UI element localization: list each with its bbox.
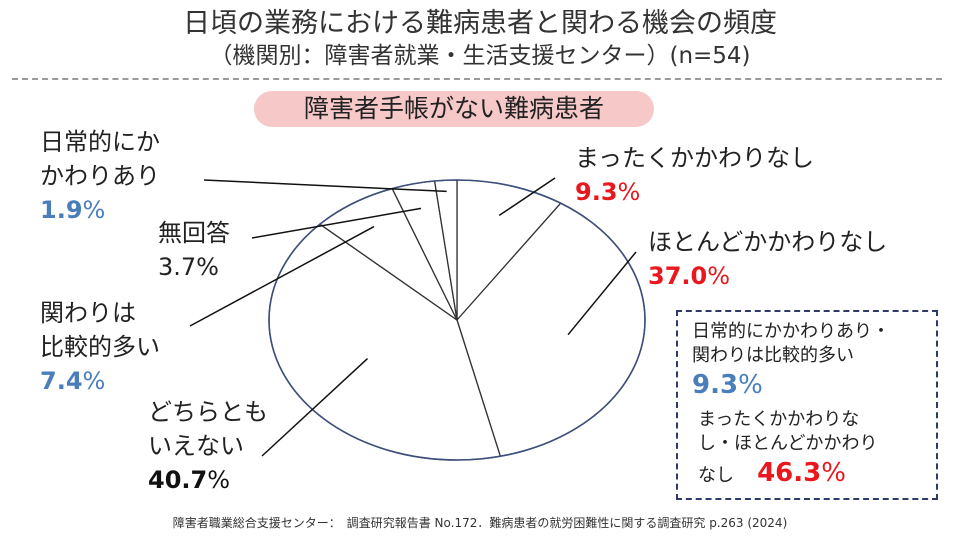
slice-label-text: ほとんどかかわりなし [648,228,888,256]
slice-label-text: かわりあり [40,162,160,190]
slice-label-no-answer: 無回答 3.7% [158,216,230,284]
slice-label-daily: 日常的にか かわりあり 1.9% [40,125,160,227]
leader-line-none-at-all [498,177,556,217]
slice-value-unit: % [207,466,231,494]
leader-line-no-answer [251,207,422,239]
slice-label-value: 3.7% [158,250,230,284]
summary-value-unit: % [821,458,846,488]
slice-value-number: 37.0 [648,262,708,290]
leader-lines [189,177,637,457]
summary-text: 日常的にかかわりあり・ [692,321,890,342]
slice-value-unit: % [82,196,106,224]
leader-line-daily [203,179,447,193]
leader-line-almost-none [567,251,637,336]
summary-text: まったくかかわりな [698,409,860,430]
slice-label-relatively-many: 関わりは 比較的多い 7.4% [40,296,160,398]
slice-value-number: 40.7 [148,466,208,494]
summary-group-frequent: 日常的にかかわりあり・ 関わりは比較的多い 9.3% [692,320,890,402]
summary-value-number: 46.3 [757,458,822,488]
slice-label-text: 関わりは [40,299,136,327]
summary-group-rare: まったくかかわりな し・ほとんどかかわり なし 46.3% [698,408,877,490]
slice-value-number: 7.4 [40,367,83,395]
summary-box: 日常的にかかわりあり・ 関わりは比較的多い 9.3% まったくかかわりな し・ほ… [676,310,938,500]
slice-label-text: どちらとも [148,398,268,426]
chart-title: 日頃の業務における難病患者と関わる機会の頻度 [183,8,777,39]
source-citation: 障害者職業総合支援センター： 調査研究報告書 No.172．難病患者の就労困難性… [172,516,788,530]
slice-value-unit: % [196,253,219,281]
slice-label-text: 無回答 [158,219,230,247]
summary-value: 9.3% [692,368,890,402]
slice-label-text: まったくかかわりなし [575,144,815,172]
slice-value-number: 1.9 [40,196,83,224]
slice-label-value: 40.7% [148,463,268,497]
summary-text: なし [698,465,734,486]
summary-last-row: なし 46.3% [698,456,877,490]
category-pill: 障害者手帳がない難病患者 [254,91,654,127]
summary-value-number: 9.3 [692,370,739,400]
slice-label-value: 1.9% [40,193,160,227]
pie-outline [268,179,646,461]
summary-text: 関わりは比較的多い [692,345,854,366]
slice-value-number: 3.7 [158,253,197,281]
slice-value-number: 9.3 [575,178,618,206]
summary-value-unit: % [738,370,763,400]
summary-text: し・ほとんどかかわり [698,433,878,454]
pie-slices [268,179,646,461]
slice-label-neither: どちらとも いえない 40.7% [148,395,268,497]
slice-label-almost-none: ほとんどかかわりなし 37.0% [648,225,887,293]
slice-label-text: 日常的にか [40,128,160,156]
slice-label-none-at-all: まったくかかわりなし 9.3% [575,141,814,209]
title-divider [12,78,942,80]
slice-value-unit: % [82,367,106,395]
slice-label-text: 比較的多い [40,333,160,361]
summary-value: 46.3% [757,458,846,488]
slice-label-value: 9.3% [575,175,814,209]
slice-value-unit: % [617,178,641,206]
leader-line-neither [261,358,369,457]
leader-line-relatively-many [189,225,375,327]
chart-subtitle: （機関別：障害者就業・生活支援センター）(n=54) [209,43,751,69]
slice-label-text: いえない [148,432,244,460]
slice-value-unit: % [707,262,731,290]
slice-label-value: 37.0% [648,259,887,293]
slice-label-value: 7.4% [40,364,160,398]
